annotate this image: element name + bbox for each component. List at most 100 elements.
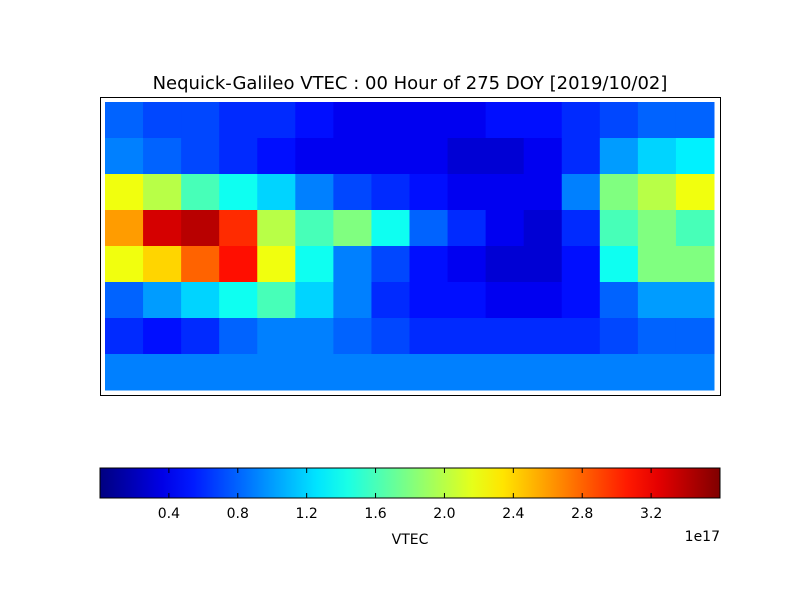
- heat-cell: [675, 354, 715, 391]
- heat-cell: [447, 210, 487, 247]
- heat-cell: [295, 354, 334, 391]
- colorbar-tick-label: 2.4: [502, 506, 524, 522]
- colorbar-tick-label: 0.8: [227, 506, 249, 522]
- heat-cell: [561, 318, 601, 355]
- heat-cell: [637, 282, 677, 319]
- heat-cell: [371, 282, 410, 319]
- colorbar-label: VTEC: [392, 532, 429, 548]
- heat-cell: [409, 318, 449, 355]
- map-frame: [100, 97, 721, 396]
- colorbar-offset: 1e17: [685, 529, 720, 545]
- heat-cell: [409, 354, 449, 391]
- heat-cell: [105, 102, 144, 139]
- heat-cell: [257, 174, 296, 211]
- heat-cell: [675, 282, 715, 319]
- heat-cell: [447, 102, 487, 139]
- heat-cell: [637, 174, 677, 211]
- heat-cell: [599, 246, 639, 283]
- heat-cell: [219, 102, 258, 139]
- heat-cell: [295, 210, 334, 247]
- heat-cell: [599, 354, 639, 391]
- heat-cell: [295, 138, 334, 175]
- heat-cell: [181, 246, 220, 283]
- heat-cell: [219, 210, 258, 247]
- heat-cell: [371, 138, 410, 175]
- heat-cell: [523, 282, 563, 319]
- heat-cell: [409, 138, 449, 175]
- heat-cell: [105, 210, 144, 247]
- heat-cell: [599, 318, 639, 355]
- heat-cell: [333, 246, 372, 283]
- heat-cell: [371, 102, 410, 139]
- heat-cell: [257, 246, 296, 283]
- heat-cell: [637, 246, 677, 283]
- colorbar-tick-label: 0.4: [158, 506, 180, 522]
- heat-cell: [637, 354, 677, 391]
- heat-cell: [371, 174, 410, 211]
- heat-cell: [523, 174, 563, 211]
- heat-cell: [181, 282, 220, 319]
- heat-cell: [143, 318, 182, 355]
- heat-cell: [637, 318, 677, 355]
- heat-cell: [561, 102, 601, 139]
- heat-cell: [447, 318, 487, 355]
- heat-cell: [181, 102, 220, 139]
- heat-cell: [143, 102, 182, 139]
- heat-cell: [675, 246, 715, 283]
- heat-cell: [561, 138, 601, 175]
- heat-cell: [599, 138, 639, 175]
- heat-cell: [181, 210, 220, 247]
- heat-cell: [333, 138, 372, 175]
- heat-cell: [485, 318, 525, 355]
- heat-cell: [143, 246, 182, 283]
- colorbar-tick-label: 2.8: [571, 506, 593, 522]
- heat-cell: [409, 174, 449, 211]
- heat-cell: [561, 174, 601, 211]
- heat-cell: [599, 102, 639, 139]
- heat-cell: [143, 138, 182, 175]
- heat-cell: [637, 102, 677, 139]
- heat-cell: [561, 246, 601, 283]
- heat-cell: [561, 282, 601, 319]
- heat-cell: [637, 210, 677, 247]
- heat-cell: [181, 138, 220, 175]
- heat-cell: [295, 174, 334, 211]
- heat-cell: [485, 102, 525, 139]
- heat-cell: [675, 210, 715, 247]
- heat-cell: [105, 282, 144, 319]
- heat-cell: [295, 318, 334, 355]
- heat-cell: [485, 210, 525, 247]
- heat-cell: [675, 138, 715, 175]
- heat-cell: [523, 102, 563, 139]
- heat-cell: [675, 102, 715, 139]
- heat-cell: [219, 282, 258, 319]
- heat-cell: [105, 318, 144, 355]
- heat-cell: [181, 354, 220, 391]
- heat-cell: [333, 318, 372, 355]
- heat-cell: [333, 210, 372, 247]
- heat-cell: [447, 138, 487, 175]
- heat-cell: [257, 210, 296, 247]
- heat-cell: [257, 138, 296, 175]
- heat-cell: [333, 282, 372, 319]
- heat-cell: [371, 210, 410, 247]
- heat-cell: [295, 102, 334, 139]
- heat-cell: [105, 354, 144, 391]
- heat-cell: [523, 318, 563, 355]
- heat-cell: [219, 318, 258, 355]
- heat-cell: [447, 354, 487, 391]
- heat-cell: [105, 138, 144, 175]
- heat-cell: [257, 318, 296, 355]
- heat-cell: [371, 318, 410, 355]
- colorbar: 0.4 0.8 1.2 1.6 2.0 2.4 2.8 3.2 VTEC 1e17: [99, 467, 721, 548]
- heat-cell: [371, 354, 410, 391]
- heat-cell: [295, 246, 334, 283]
- heat-cell: [485, 354, 525, 391]
- heat-cell: [143, 210, 182, 247]
- heat-cell: [447, 282, 487, 319]
- heat-cell: [409, 102, 449, 139]
- heat-cell: [181, 174, 220, 211]
- heat-cell: [523, 210, 563, 247]
- heat-cell: [485, 138, 525, 175]
